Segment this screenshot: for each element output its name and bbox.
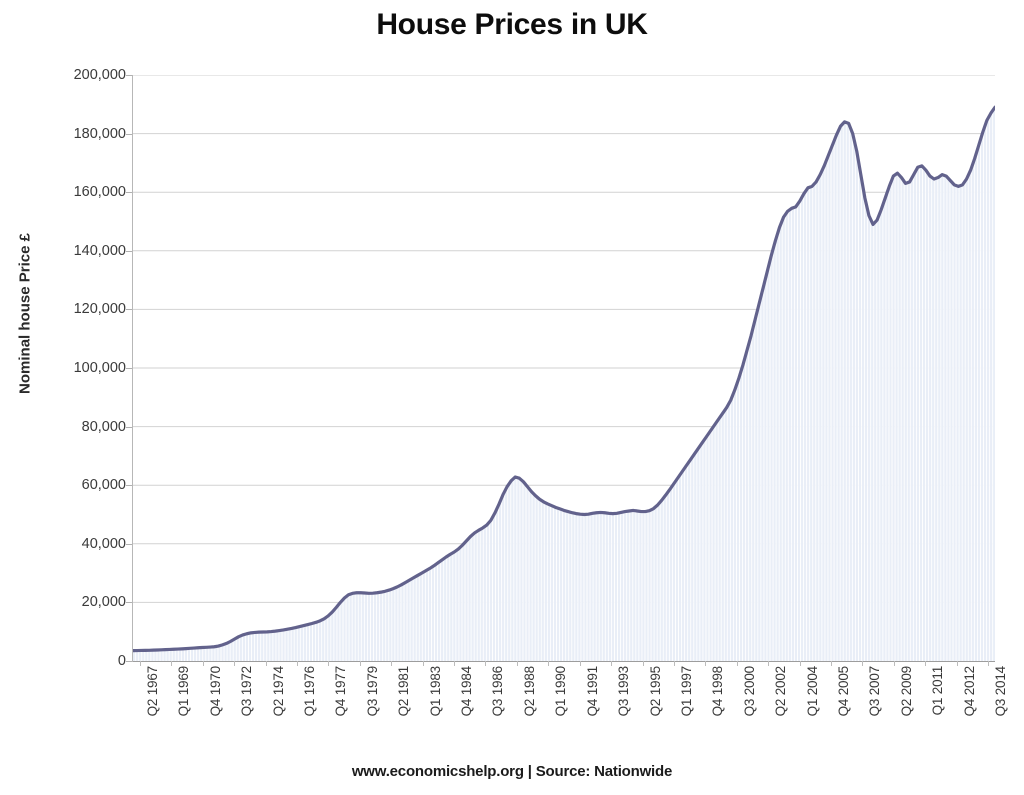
x-axis-tick-label: Q2 2009	[898, 666, 914, 717]
y-axis-tick-mark	[126, 368, 132, 369]
y-axis-tick-mark	[126, 133, 132, 135]
x-axis-tick-mark	[265, 661, 267, 666]
y-axis-tick-mark	[126, 309, 132, 311]
y-axis-tick-labels: 0 20,000 40,000 60,000 80,000 100,000 120,000 1…	[0, 0, 132, 795]
x-axis-tick-mark	[768, 661, 770, 666]
x-axis-tick-label: Q3 1979	[364, 666, 380, 717]
x-axis-tick-label: Q3 1993	[616, 666, 632, 717]
y-axis-tick-mark	[126, 485, 132, 487]
x-axis-tick-mark	[171, 661, 173, 666]
y-axis-tick-mark	[126, 426, 132, 428]
x-axis-tick-label: Q2 2002	[773, 666, 789, 717]
x-axis-tick-mark	[956, 661, 958, 666]
x-axis-tick-label: Q2 1988	[521, 666, 537, 717]
y-axis-tick-mark	[126, 75, 132, 76]
x-axis-tick-label: Q2 1974	[270, 666, 286, 717]
footer-source-note: www.economicshelp.org | Source: Nationwi…	[351, 763, 673, 780]
x-axis-tick-label: Q2 1967	[145, 666, 160, 717]
x-axis-tick-label: Q1 2011	[930, 666, 946, 716]
x-axis-tick-label: Q4 2005	[835, 666, 851, 717]
x-axis-tick-mark	[485, 661, 487, 666]
x-axis-tick-mark	[297, 661, 299, 666]
x-axis-tick-mark	[140, 661, 141, 666]
page-title: House Prices in UK	[376, 8, 648, 41]
x-axis-tick-label: Q4 1984	[459, 666, 475, 717]
x-axis-tick-label: Q4 2012	[961, 666, 977, 717]
y-axis-tick-mark	[126, 192, 132, 194]
x-axis-tick-mark	[673, 661, 675, 666]
y-axis-tick-mark	[126, 543, 132, 545]
x-axis-tick-label: Q1 1997	[678, 666, 694, 717]
x-axis-tick-mark	[579, 661, 581, 666]
x-axis-tick-mark	[422, 661, 424, 666]
x-axis-tick-label: Q1 1969	[176, 666, 192, 717]
x-axis-tick-label: Q1 1983	[427, 666, 443, 717]
x-axis-tick-mark	[830, 661, 832, 666]
x-axis-tick-mark	[391, 661, 393, 666]
x-axis-tick-mark	[202, 661, 204, 666]
y-axis-tick-label: 20,000	[81, 594, 126, 611]
x-axis-tick-label: Q3 1986	[490, 666, 506, 717]
y-axis-line	[132, 75, 133, 662]
x-axis-tick-label: Q4 1970	[207, 666, 223, 717]
x-axis-tick-label: Q2 1995	[647, 666, 663, 717]
x-axis-tick-label: Q2 1981	[396, 666, 412, 717]
x-axis-tick-label: Q3 2000	[741, 666, 757, 717]
x-axis-tick-label: Q4 1977	[333, 666, 349, 717]
x-axis-tick-mark	[328, 661, 330, 666]
x-axis-tick-mark	[862, 661, 864, 666]
series-line	[133, 105, 995, 653]
x-axis-tick-mark	[611, 661, 613, 666]
y-axis-tick-label: 40,000	[81, 535, 126, 552]
y-axis-tick-label: 180,000	[73, 125, 126, 142]
y-axis-tick-label: 160,000	[73, 184, 126, 201]
x-axis-tick-label: Q1 1990	[553, 666, 569, 717]
y-axis-tick-label: 120,000	[73, 301, 126, 318]
x-axis-tick-label: Q1 1976	[302, 666, 318, 717]
x-axis-tick-mark	[705, 661, 707, 666]
x-axis-tick-mark	[454, 661, 456, 666]
y-axis-tick-label: 100,000	[73, 360, 126, 376]
area-chart-svg	[133, 75, 995, 661]
x-axis-tick-mark	[548, 661, 550, 666]
plot-area	[133, 75, 995, 661]
y-axis-tick-label: 140,000	[73, 242, 126, 259]
y-axis-tick-label: 60,000	[81, 477, 126, 494]
x-axis-tick-label: Q3 2007	[867, 666, 883, 717]
x-axis-tick-mark	[893, 661, 895, 666]
y-axis-tick-label: 80,000	[81, 418, 126, 435]
y-axis-tick-label: 0	[117, 653, 126, 669]
x-axis-tick-mark	[516, 661, 518, 666]
y-axis-tick-mark	[126, 661, 132, 662]
x-axis-tick-mark	[642, 661, 644, 666]
x-axis-tick-labels: Q2 1967 Q1 1969 Q4 1970 Q3 1972 Q2 1974 Q1 19…	[133, 661, 1008, 761]
x-axis-tick-label: Q1 2004	[804, 666, 820, 717]
y-axis-tick-mark	[126, 602, 132, 604]
x-axis-tick-mark	[359, 661, 361, 666]
y-axis-tick-label: 200,000	[73, 67, 126, 83]
x-axis-tick-mark	[736, 661, 738, 666]
y-axis-tick-mark	[126, 250, 132, 252]
x-axis-tick-label: Q3 1972	[239, 666, 255, 717]
x-axis-tick-mark	[988, 661, 989, 666]
x-axis-tick-label: Q4 1998	[710, 666, 726, 717]
x-axis-tick-mark	[799, 661, 801, 666]
x-axis-line	[133, 661, 995, 662]
x-axis-tick-mark	[925, 661, 927, 666]
x-axis-tick-label: Q3 2014	[993, 666, 1008, 717]
x-axis-tick-mark	[234, 661, 236, 666]
x-axis-tick-label: Q4 1991	[584, 666, 600, 717]
